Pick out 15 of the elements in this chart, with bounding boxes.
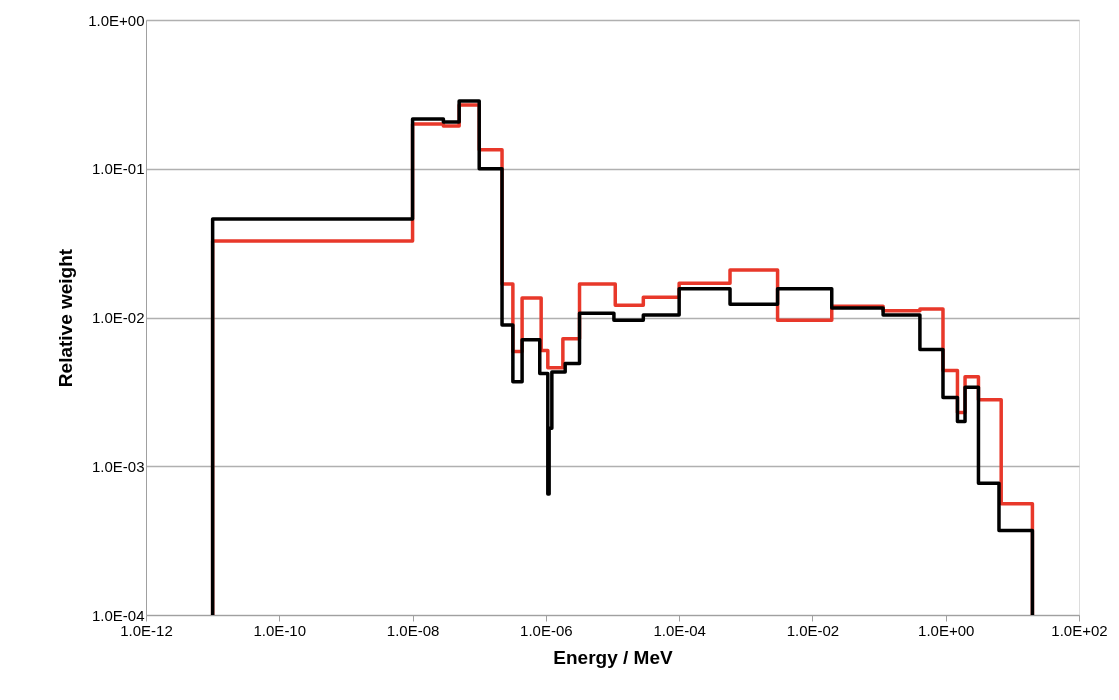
y-tick-label: 1.0E-02 [91,309,145,326]
x-tick-label: 1.0E+02 [1051,621,1108,639]
x-tick-label: 1.0E-04 [653,621,706,639]
x-tick-label: 1.0E-06 [520,621,573,639]
x-tick-label: 1.0E-12 [120,621,173,639]
x-tick-label: 1.0E-10 [253,621,307,639]
x-tick-label: 1.0E-08 [386,621,440,639]
x-tick-label: 1.0E+00 [918,621,975,639]
y-tick-label: 1.0E-03 [91,457,145,475]
x-tick-label: 1.0E-02 [786,621,840,639]
x-axis-title: Energy / MeV [553,646,673,668]
y-tick-label: 1.0E+00 [88,11,145,29]
y-tick-label: 1.0E-04 [91,606,145,624]
y-axis-title: Relative weight [55,248,77,388]
y-tick-label: 1.0E-01 [91,160,145,178]
